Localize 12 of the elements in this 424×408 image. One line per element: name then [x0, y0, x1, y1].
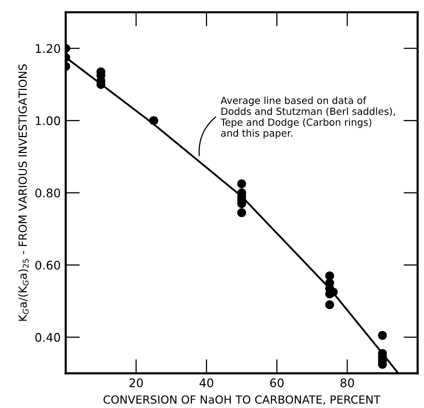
y-tick-label: 0.40: [35, 332, 60, 342]
y-axis-title: K$_{G}$a/(K$_{G}$a)$_{25}$ - FROM VARIOUS INVESTIGATIONS: [18, 64, 29, 321]
x-tick-label: 40: [200, 378, 214, 388]
y-tick-label: 0.80: [35, 188, 60, 198]
x-tick-label: 60: [270, 378, 284, 388]
y-tick-label: 0.60: [35, 260, 60, 270]
y-tick-label: 1.00: [36, 116, 60, 126]
annotation: Average line based on data of Dodds and Stutzman (Berl saddles), Tepe and Dodge (Carbon rings) and this paper.: [220, 96, 395, 139]
x-tick-label: 20: [129, 378, 143, 388]
x-tick-label: 80: [340, 378, 354, 388]
y-tick-label: 1.20: [36, 44, 60, 53]
x-axis-title: CONVERSION OF NaOH TO CARBONATE, PERCENT: [104, 395, 380, 405]
